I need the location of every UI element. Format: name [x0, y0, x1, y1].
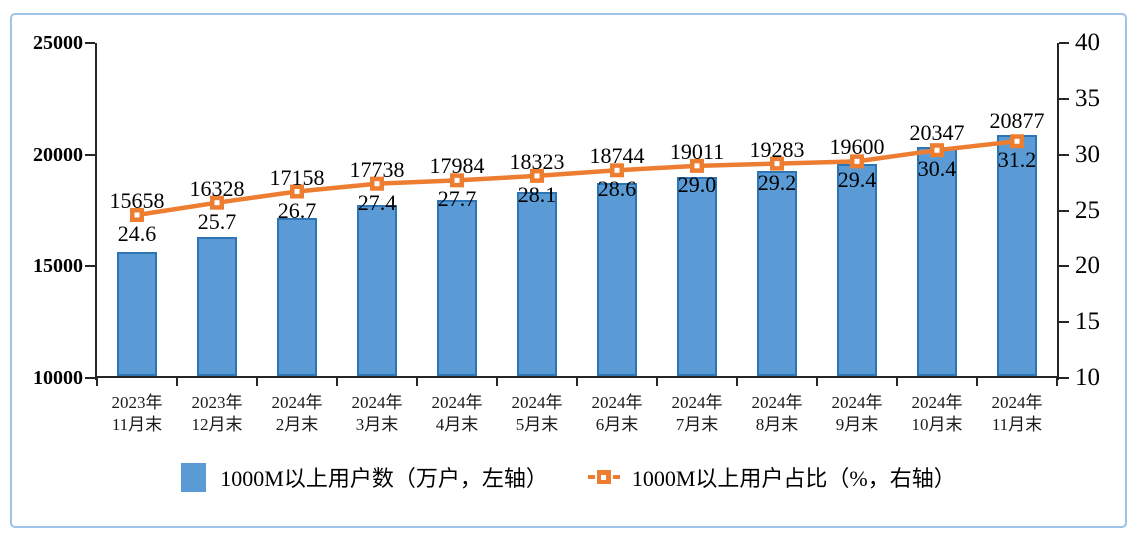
x-axis-tick — [576, 378, 578, 386]
line-series — [130, 134, 1024, 222]
x-axis-label: 2024年 5月末 — [511, 393, 563, 434]
x-axis-tick — [976, 378, 978, 386]
right-axis-tick — [1059, 321, 1069, 324]
right-axis-line — [1057, 43, 1059, 380]
bar-2024年9月末 — [837, 163, 877, 376]
right-axis-tick-label: 40 — [1075, 29, 1100, 56]
x-axis-label: 2024年 4月末 — [431, 393, 483, 434]
x-axis-tick — [416, 378, 418, 386]
x-axis-line — [95, 376, 1059, 378]
bar-2023年11月末 — [117, 251, 157, 376]
right-axis-tick-label: 30 — [1075, 140, 1100, 168]
x-axis-label: 2024年 2月末 — [271, 393, 323, 434]
left-axis-line — [95, 43, 97, 380]
x-axis-tick — [176, 378, 178, 386]
x-axis-tick — [896, 378, 898, 386]
bar-value-label: 18744 — [589, 143, 645, 169]
x-axis-label: 2024年 8月末 — [751, 393, 803, 434]
x-axis-label: 2024年 10月末 — [911, 393, 963, 434]
chart-frame: 25000 20000 15000 10000 40 35 30 25 20 15 10 2023年 … — [10, 13, 1127, 528]
bar-value-label: 17158 — [269, 164, 325, 190]
x-axis-label: 2024年 9月末 — [831, 393, 883, 434]
bar-value-label: 20347 — [909, 119, 965, 145]
x-axis-tick — [256, 378, 258, 386]
x-axis-tick — [816, 378, 818, 386]
bar-value-label: 18323 — [509, 148, 565, 174]
left-axis-tick — [85, 153, 95, 156]
legend-bar-swatch-icon — [181, 462, 207, 492]
right-axis-tick-label: 25 — [1075, 196, 1100, 224]
right-axis-tick-label: 10 — [1075, 364, 1100, 391]
bar-value-label: 19600 — [829, 134, 885, 160]
x-axis-tick — [496, 378, 498, 386]
line-value-label: 31.2 — [997, 147, 1037, 173]
line-value-label: 30.4 — [917, 156, 957, 182]
bar-2024年10月末 — [917, 146, 957, 376]
left-axis-tick — [85, 265, 95, 268]
right-axis-tick — [1059, 377, 1069, 379]
line-value-label: 24.6 — [117, 220, 157, 246]
line-value-label: 26.7 — [277, 197, 317, 223]
left-axis-tick-label: 25000 — [33, 32, 83, 54]
legend-line-label: 1000M以上用户占比（%，右轴） — [631, 466, 956, 491]
x-axis-tick — [336, 378, 338, 386]
x-axis-label: 2024年 7月末 — [671, 393, 723, 434]
line-value-label: 27.4 — [357, 189, 397, 215]
left-axis-tick-label: 20000 — [33, 143, 83, 166]
legend-bar-label: 1000M以上用户数（万户，左轴） — [220, 466, 548, 491]
line-value-label: 29.2 — [757, 169, 797, 195]
bar-2024年5月末 — [517, 192, 557, 376]
legend-line-marker-icon — [587, 470, 620, 484]
left-axis-tick-label: 15000 — [33, 255, 83, 278]
left-axis-tick — [85, 377, 95, 379]
bar-2023年12月末 — [197, 236, 237, 376]
bar-value-label: 19283 — [749, 136, 805, 162]
right-axis-tick — [1059, 97, 1069, 100]
bar-value-label: 16328 — [189, 175, 245, 201]
right-axis-tick — [1059, 209, 1069, 212]
x-axis-label: 2023年 11月末 — [111, 393, 163, 434]
bar-2024年2月末 — [277, 218, 317, 376]
x-axis-tick — [736, 378, 738, 386]
x-axis-label: 2023年 12月末 — [191, 393, 243, 434]
bar-2024年3月末 — [357, 205, 397, 376]
left-axis-tick — [85, 42, 95, 44]
line-value-label: 27.7 — [437, 186, 477, 212]
bar-2024年7月末 — [677, 176, 717, 376]
right-axis-tick — [1059, 153, 1069, 156]
right-axis-tick-label: 35 — [1075, 84, 1100, 112]
x-axis-label: 2024年 3月末 — [351, 393, 403, 434]
bar-2024年6月末 — [597, 182, 637, 376]
x-axis-label: 2024年 6月末 — [591, 393, 643, 434]
plot-area: 25000 20000 15000 10000 40 35 30 25 20 15 10 2023年 … — [12, 15, 1125, 526]
right-axis-tick — [1059, 42, 1069, 44]
bar-2024年4月末 — [437, 199, 477, 376]
line-value-label: 28.6 — [597, 176, 637, 202]
bar-value-label: 17984 — [429, 153, 485, 179]
bar-value-label: 15658 — [109, 187, 165, 213]
right-axis-tick — [1059, 265, 1069, 268]
line-value-label: 29.0 — [677, 171, 717, 197]
bar-2024年8月末 — [757, 170, 797, 376]
right-axis-tick-label: 15 — [1075, 308, 1100, 336]
x-axis-label: 2024年 11月末 — [991, 393, 1043, 434]
legend: 1000M以上用户数（万户，左轴） 1000M以上用户占比（%，右轴） — [12, 459, 1125, 495]
line-value-label: 29.4 — [837, 167, 877, 193]
x-axis-tick — [656, 378, 658, 386]
line-value-label: 28.1 — [517, 181, 557, 207]
right-axis-tick-label: 20 — [1075, 252, 1100, 280]
line-value-label: 25.7 — [197, 208, 237, 234]
x-axis-tick — [1056, 378, 1058, 386]
bar-value-label: 19011 — [669, 138, 725, 164]
bar-value-label: 17738 — [349, 156, 405, 182]
bar-value-label: 20877 — [989, 108, 1045, 134]
x-axis-tick — [96, 378, 98, 386]
left-axis-tick-label: 10000 — [33, 367, 83, 389]
